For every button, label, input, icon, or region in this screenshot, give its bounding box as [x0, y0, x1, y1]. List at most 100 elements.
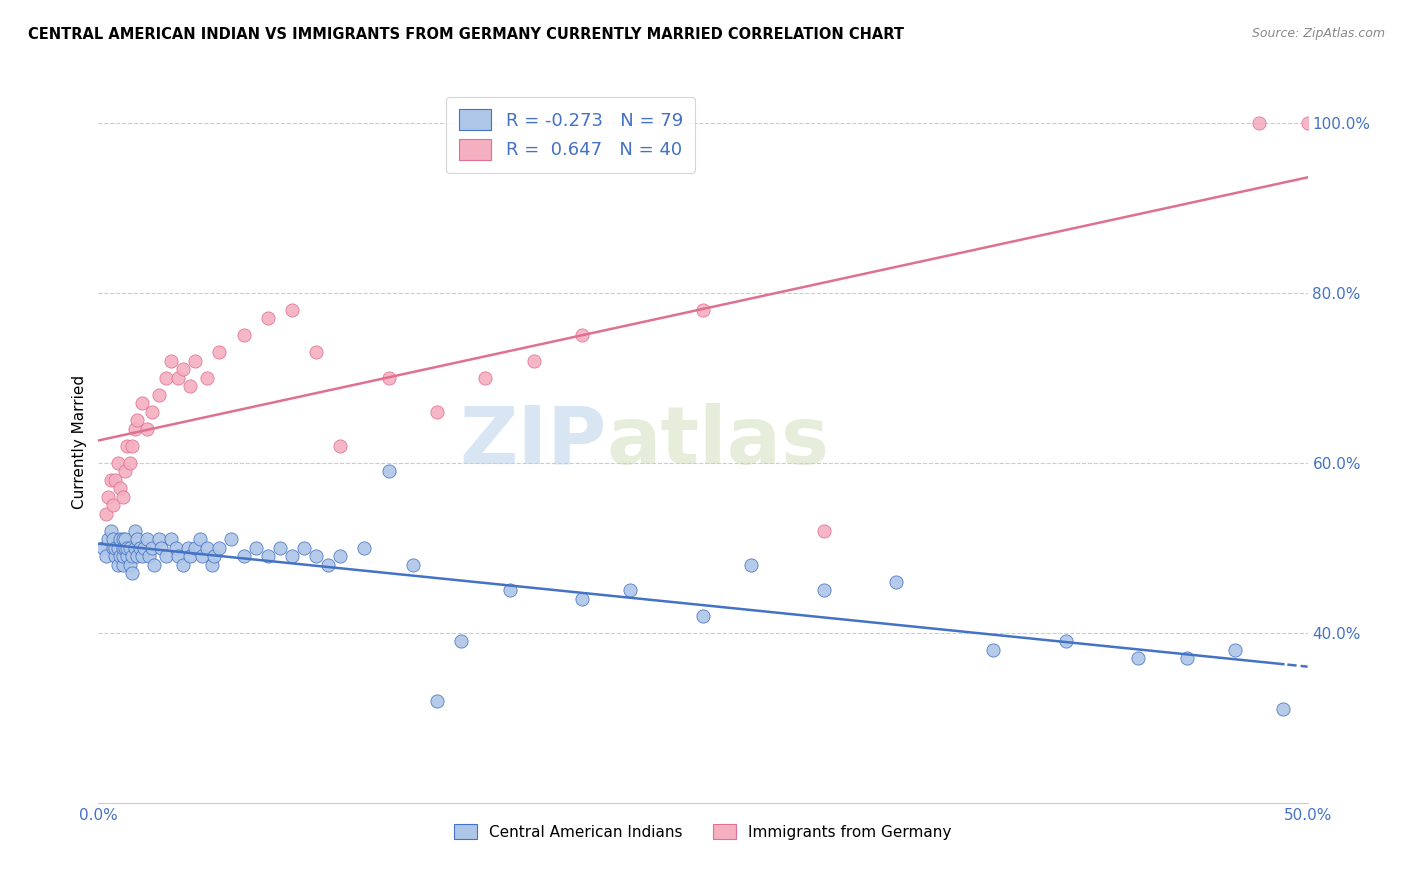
Point — [155, 371, 177, 385]
Text: CENTRAL AMERICAN INDIAN VS IMMIGRANTS FROM GERMANY CURRENTLY MARRIED CORRELATION: CENTRAL AMERICAN INDIAN VS IMMIGRANTS FR… — [28, 27, 904, 42]
Point — [692, 302, 714, 317]
Point — [188, 533, 211, 547]
Point — [117, 549, 139, 564]
Point — [292, 541, 315, 555]
Point — [316, 558, 339, 572]
Point — [124, 422, 146, 436]
Point — [740, 558, 762, 572]
Point — [305, 549, 328, 564]
Point — [195, 371, 218, 385]
Point — [101, 541, 124, 555]
Point — [1175, 651, 1198, 665]
Point — [118, 456, 141, 470]
Point — [107, 541, 129, 555]
Point — [138, 549, 160, 564]
Point — [184, 541, 207, 555]
Text: ZIP: ZIP — [458, 402, 606, 481]
Point — [208, 345, 231, 359]
Point — [1249, 116, 1271, 130]
Point — [94, 507, 117, 521]
Point — [184, 353, 207, 368]
Point — [114, 533, 136, 547]
Point — [111, 490, 134, 504]
Point — [100, 473, 122, 487]
Point — [104, 541, 127, 555]
Point — [108, 481, 131, 495]
Point — [208, 541, 231, 555]
Point — [204, 549, 226, 564]
Point — [91, 541, 114, 555]
Point — [165, 541, 187, 555]
Point — [124, 541, 146, 555]
Point — [124, 524, 146, 538]
Point — [134, 541, 156, 555]
Point — [118, 541, 141, 555]
Point — [127, 549, 149, 564]
Point — [402, 558, 425, 572]
Point — [377, 464, 399, 478]
Point — [104, 549, 127, 564]
Point — [108, 533, 131, 547]
Point — [474, 371, 496, 385]
Point — [111, 533, 134, 547]
Point — [104, 473, 127, 487]
Point — [1223, 642, 1246, 657]
Point — [111, 541, 134, 555]
Point — [813, 583, 835, 598]
Point — [97, 490, 120, 504]
Point — [195, 541, 218, 555]
Point — [121, 439, 143, 453]
Point — [305, 345, 328, 359]
Point — [111, 558, 134, 572]
Point — [256, 311, 278, 326]
Point — [571, 591, 593, 606]
Point — [245, 541, 267, 555]
Point — [150, 541, 173, 555]
Point — [114, 541, 136, 555]
Point — [692, 608, 714, 623]
Point — [571, 328, 593, 343]
Point — [450, 634, 472, 648]
Point — [191, 549, 214, 564]
Point — [619, 583, 641, 598]
Point — [94, 549, 117, 564]
Point — [256, 549, 278, 564]
Point — [426, 694, 449, 708]
Point — [131, 396, 153, 410]
Point — [121, 566, 143, 581]
Point — [232, 549, 254, 564]
Point — [155, 549, 177, 564]
Point — [981, 642, 1004, 657]
Point — [131, 549, 153, 564]
Point — [117, 541, 139, 555]
Point — [167, 549, 190, 564]
Point — [221, 533, 243, 547]
Point — [127, 413, 149, 427]
Point — [172, 362, 194, 376]
Point — [141, 541, 163, 555]
Point — [329, 549, 352, 564]
Point — [141, 405, 163, 419]
Point — [118, 558, 141, 572]
Point — [281, 302, 304, 317]
Point — [117, 439, 139, 453]
Point — [167, 371, 190, 385]
Point — [498, 583, 520, 598]
Point — [1054, 634, 1077, 648]
Point — [135, 533, 157, 547]
Y-axis label: Currently Married: Currently Married — [72, 375, 87, 508]
Point — [172, 558, 194, 572]
Point — [813, 524, 835, 538]
Point — [232, 328, 254, 343]
Point — [523, 353, 546, 368]
Point — [143, 558, 166, 572]
Point — [329, 439, 352, 453]
Point — [107, 558, 129, 572]
Point — [135, 422, 157, 436]
Point — [160, 533, 183, 547]
Point — [128, 541, 150, 555]
Point — [121, 549, 143, 564]
Legend: Central American Indians, Immigrants from Germany: Central American Indians, Immigrants fro… — [449, 818, 957, 846]
Point — [886, 574, 908, 589]
Point — [179, 549, 201, 564]
